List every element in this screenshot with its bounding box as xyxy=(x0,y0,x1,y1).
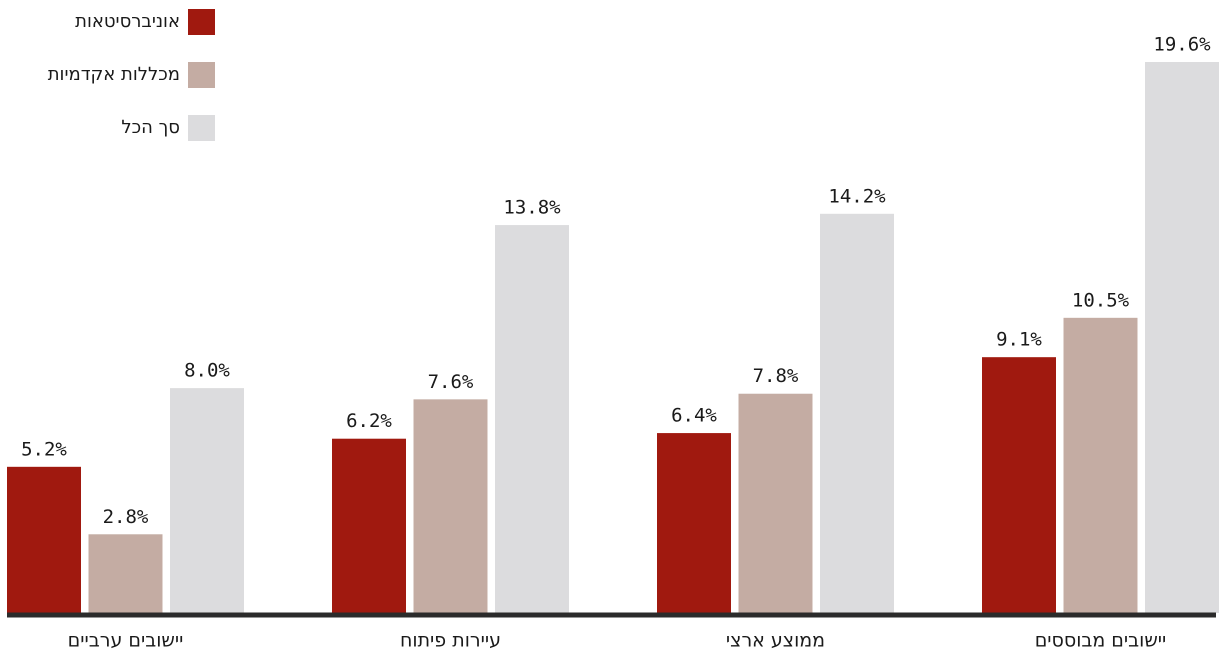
value-label: 5.2% xyxy=(21,438,67,460)
bar xyxy=(332,438,406,613)
value-label: 6.4% xyxy=(671,405,717,427)
x-tick-label: ממוצע ארצי xyxy=(726,630,825,652)
bar xyxy=(982,357,1056,613)
x-tick-label: עיירות פיתוח xyxy=(400,630,501,652)
value-label: 7.6% xyxy=(428,371,474,393)
legend-label: אוניברסיטאות xyxy=(75,11,180,32)
bar xyxy=(413,399,488,613)
bar xyxy=(738,393,813,613)
x-tick-label: יישובים ערביים xyxy=(68,630,184,652)
value-label: 7.8% xyxy=(753,365,799,387)
legend-swatch xyxy=(188,9,215,35)
value-label: 8.0% xyxy=(184,360,230,382)
bar xyxy=(495,225,569,613)
bar xyxy=(820,213,894,613)
value-label: 14.2% xyxy=(828,185,886,207)
bar xyxy=(1063,317,1138,613)
bar xyxy=(88,534,163,613)
bar xyxy=(170,388,244,613)
value-label: 9.1% xyxy=(996,329,1042,351)
value-label: 6.2% xyxy=(346,410,392,432)
x-tick-label: יישובים מבוססים xyxy=(1035,630,1167,652)
value-label: 10.5% xyxy=(1072,289,1130,311)
legend-label: מכללות אקדמיות xyxy=(48,64,180,85)
value-label: 2.8% xyxy=(103,506,149,528)
legend-swatch xyxy=(188,62,215,88)
legend-label: סך הכל xyxy=(121,117,180,138)
bar xyxy=(1145,62,1219,613)
value-label: 13.8% xyxy=(503,197,561,219)
bar xyxy=(657,433,731,613)
value-label: 19.6% xyxy=(1153,34,1211,56)
legend-swatch xyxy=(188,115,215,141)
bar xyxy=(7,466,81,613)
